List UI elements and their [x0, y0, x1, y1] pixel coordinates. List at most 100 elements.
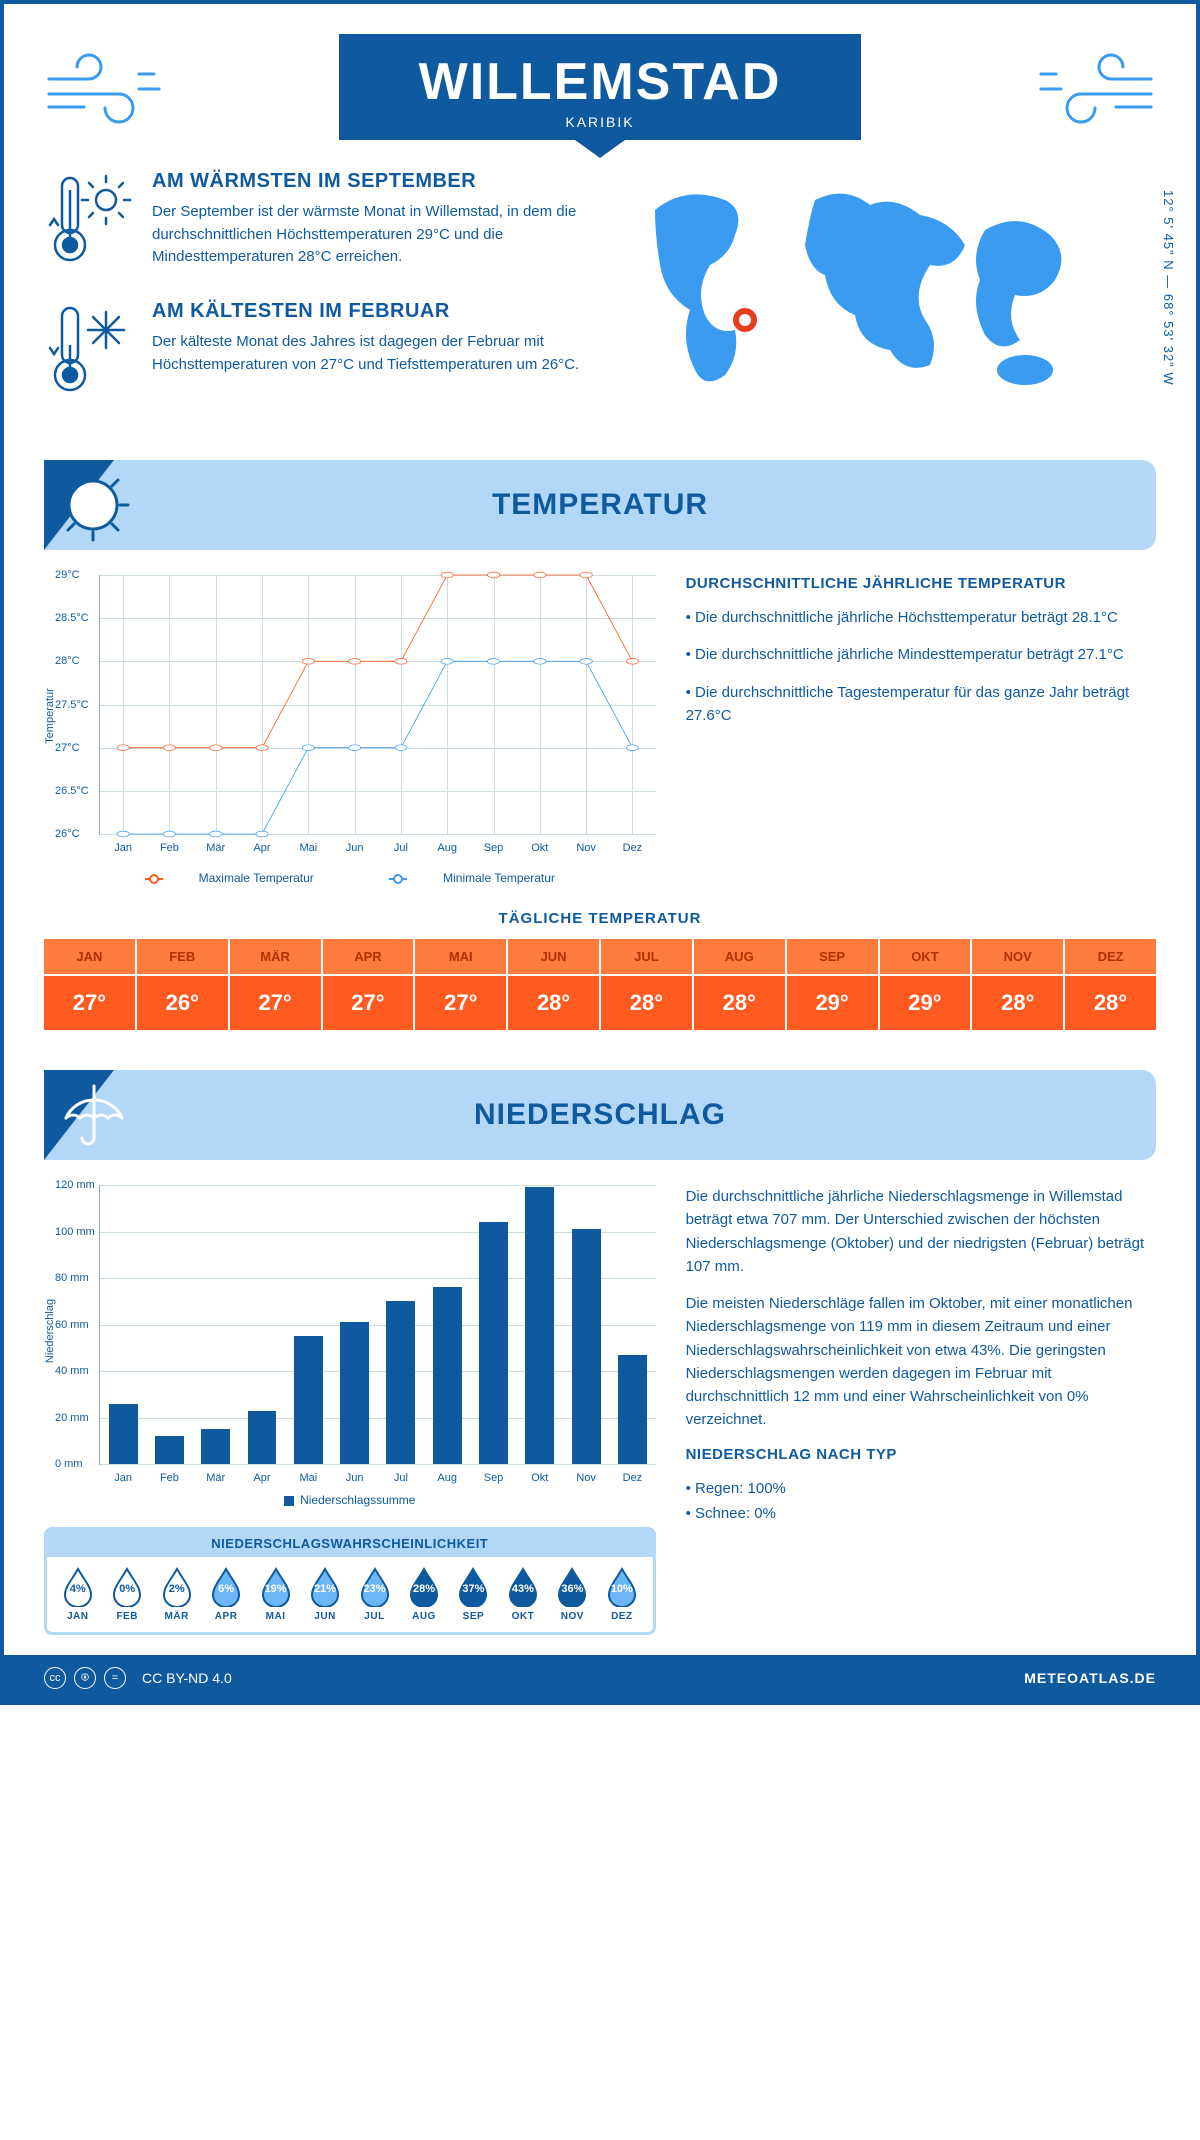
precip-paragraph: Die meisten Niederschläge fallen im Okto…: [686, 1292, 1156, 1432]
temp-value: 29°: [880, 976, 971, 1030]
x-tick-label: Mai: [299, 842, 317, 854]
month-header: JUN: [508, 939, 599, 974]
raindrop-icon: 36%: [555, 1567, 589, 1607]
bar: [386, 1301, 415, 1464]
bar: [525, 1187, 554, 1464]
y-tick-label: 29°C: [55, 569, 80, 581]
y-tick-label: 100 mm: [55, 1226, 95, 1238]
coldest-block: AM KÄLTESTEN IM FEBRUAR Der kälteste Mon…: [44, 300, 585, 405]
x-tick-label: Apr: [253, 1472, 270, 1484]
x-tick-label: Dez: [623, 842, 643, 854]
x-tick-label: Mai: [299, 1472, 317, 1484]
temp-value: 27°: [323, 976, 414, 1030]
x-tick-label: Jul: [394, 842, 408, 854]
raindrop-icon: 4%: [61, 1567, 95, 1607]
x-tick-label: Sep: [484, 842, 504, 854]
cc-icon: cc: [44, 1667, 66, 1689]
chart-legend: Niederschlagssumme: [44, 1493, 656, 1507]
y-tick-label: 28.5°C: [55, 612, 89, 624]
temp-value: 29°: [787, 976, 878, 1030]
temp-bullet: • Die durchschnittliche jährliche Mindes…: [686, 643, 1156, 666]
daily-temp-heading: TÄGLICHE TEMPERATUR: [44, 910, 1156, 927]
temperature-description: DURCHSCHNITTLICHE JÄHRLICHE TEMPERATUR •…: [686, 575, 1156, 885]
x-tick-label: Nov: [576, 842, 596, 854]
temp-value: 28°: [694, 976, 785, 1030]
y-axis-label: Temperatur: [44, 688, 56, 744]
probability-cell: 0% FEB: [102, 1567, 151, 1622]
probability-cell: 28% AUG: [399, 1567, 448, 1622]
raindrop-icon: 37%: [456, 1567, 490, 1607]
raindrop-icon: 23%: [358, 1567, 392, 1607]
thermometer-sun-icon: [44, 170, 134, 275]
x-tick-label: Dez: [623, 1472, 643, 1484]
coldest-text: Der kälteste Monat des Jahres ist dagege…: [152, 331, 585, 376]
precip-type-heading: NIEDERSCHLAG NACH TYP: [686, 1446, 1156, 1463]
legend-max: Maximale Temperatur: [199, 871, 314, 885]
temp-value: 27°: [230, 976, 321, 1030]
probability-cell: 36% NOV: [548, 1567, 597, 1622]
temp-value: 27°: [44, 976, 135, 1030]
chart-legend: Maximale Temperatur Minimale Temperatur: [44, 871, 656, 885]
probability-cell: 4% JAN: [53, 1567, 102, 1622]
probability-cell: 23% JUL: [350, 1567, 399, 1622]
precipitation-description: Die durchschnittliche jährliche Niedersc…: [686, 1185, 1156, 1635]
legend-min: Minimale Temperatur: [443, 871, 555, 885]
month-header: JAN: [44, 939, 135, 974]
wind-icon: [1036, 49, 1156, 134]
bar: [433, 1287, 462, 1464]
month-header: SEP: [787, 939, 878, 974]
bar: [248, 1411, 277, 1464]
x-tick-label: Jun: [346, 842, 364, 854]
probability-cell: 6% APR: [201, 1567, 250, 1622]
umbrella-icon: [54, 1076, 132, 1159]
y-tick-label: 0 mm: [55, 1458, 83, 1470]
month-header: JUL: [601, 939, 692, 974]
raindrop-icon: 28%: [407, 1567, 441, 1607]
raindrop-icon: 0%: [110, 1567, 144, 1607]
bar: [294, 1336, 323, 1464]
license-label: CC BY-ND 4.0: [142, 1670, 232, 1686]
probability-cell: 43% OKT: [498, 1567, 547, 1622]
y-axis-label: Niederschlag: [44, 1299, 56, 1363]
desc-heading: DURCHSCHNITTLICHE JÄHRLICHE TEMPERATUR: [686, 575, 1156, 592]
sun-icon: [54, 466, 132, 549]
x-tick-label: Aug: [437, 842, 457, 854]
city-title: WILLEMSTAD: [419, 52, 782, 112]
region-label: KARIBIK: [419, 114, 782, 130]
page-header: WILLEMSTAD KARIBIK: [44, 34, 1156, 140]
probability-cell: 21% JUN: [300, 1567, 349, 1622]
temp-bullet: • Die durchschnittliche Tagestemperatur …: [686, 681, 1156, 728]
temp-value: 26°: [137, 976, 228, 1030]
section-title: NIEDERSCHLAG: [474, 1098, 726, 1132]
coldest-heading: AM KÄLTESTEN IM FEBRUAR: [152, 300, 585, 323]
warmest-block: AM WÄRMSTEN IM SEPTEMBER Der September i…: [44, 170, 585, 275]
warmest-text: Der September ist der wärmste Monat in W…: [152, 201, 585, 269]
y-tick-label: 60 mm: [55, 1319, 89, 1331]
month-header: MAI: [415, 939, 506, 974]
nd-icon: =: [104, 1667, 126, 1689]
x-tick-label: Nov: [576, 1472, 596, 1484]
coordinates-label: 12° 5' 45" N — 68° 53' 32" W: [1161, 190, 1176, 386]
temp-value: 28°: [601, 976, 692, 1030]
month-header: APR: [323, 939, 414, 974]
probability-cell: 2% MÄR: [152, 1567, 201, 1622]
x-tick-label: Jan: [114, 1472, 132, 1484]
title-banner: WILLEMSTAD KARIBIK: [339, 34, 862, 140]
y-tick-label: 27°C: [55, 742, 80, 754]
temp-value: 27°: [415, 976, 506, 1030]
precip-type-bullet: • Schnee: 0%: [686, 1502, 1156, 1525]
y-tick-label: 27.5°C: [55, 699, 89, 711]
month-header: OKT: [880, 939, 971, 974]
y-tick-label: 26°C: [55, 828, 80, 840]
by-icon: 🅯: [74, 1667, 96, 1689]
probability-cell: 19% MAI: [251, 1567, 300, 1622]
month-header: AUG: [694, 939, 785, 974]
daily-temperature-table: JANFEBMÄRAPRMAIJUNJULAUGSEPOKTNOVDEZ27°2…: [44, 939, 1156, 1030]
world-map-icon: [615, 170, 1095, 420]
x-tick-label: Mär: [206, 842, 225, 854]
temperature-section-header: TEMPERATUR: [44, 460, 1156, 550]
x-tick-label: Sep: [484, 1472, 504, 1484]
intro-section: AM WÄRMSTEN IM SEPTEMBER Der September i…: [44, 170, 1156, 430]
month-header: NOV: [972, 939, 1063, 974]
precipitation-section-header: NIEDERSCHLAG: [44, 1070, 1156, 1160]
